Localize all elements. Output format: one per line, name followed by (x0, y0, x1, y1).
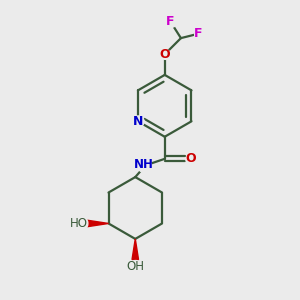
Text: O: O (159, 48, 170, 61)
Text: NH: NH (134, 158, 154, 171)
Polygon shape (132, 239, 139, 260)
Text: O: O (185, 152, 196, 165)
Text: N: N (133, 115, 143, 128)
Text: HO: HO (70, 217, 88, 230)
Polygon shape (87, 220, 109, 227)
Text: F: F (194, 27, 203, 40)
Text: OH: OH (126, 260, 144, 273)
Text: F: F (167, 15, 175, 28)
